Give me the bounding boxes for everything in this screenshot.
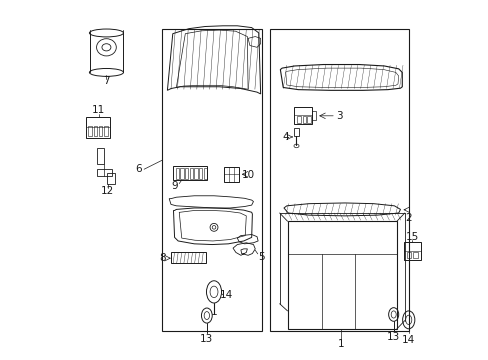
Bar <box>93 126 97 136</box>
Bar <box>406 252 410 258</box>
Text: 13: 13 <box>200 333 213 343</box>
Bar <box>99 126 102 136</box>
Text: 1: 1 <box>337 339 344 349</box>
Bar <box>97 169 112 176</box>
Bar <box>223 167 238 182</box>
Bar <box>293 129 299 135</box>
Text: 5: 5 <box>258 252 264 262</box>
Text: 11: 11 <box>92 105 105 115</box>
Bar <box>302 116 305 123</box>
Bar <box>306 116 310 123</box>
Bar <box>194 168 197 179</box>
Text: 2: 2 <box>405 213 411 222</box>
Bar <box>311 111 315 120</box>
Bar <box>403 242 421 260</box>
Bar <box>293 107 311 124</box>
Bar <box>175 168 179 179</box>
Text: 3: 3 <box>336 111 342 121</box>
Bar <box>199 168 202 179</box>
Bar <box>412 252 417 258</box>
Text: 14: 14 <box>401 334 414 345</box>
Bar <box>184 168 188 179</box>
Text: 6: 6 <box>135 164 142 174</box>
Bar <box>287 221 396 329</box>
Bar <box>180 168 183 179</box>
Text: 8: 8 <box>159 253 166 263</box>
Bar <box>104 126 108 136</box>
Bar <box>203 168 206 179</box>
Bar <box>97 148 104 164</box>
Text: 7: 7 <box>103 76 109 86</box>
Bar <box>297 116 300 123</box>
Text: 15: 15 <box>405 232 418 242</box>
Text: 12: 12 <box>101 186 114 197</box>
Bar <box>88 126 92 136</box>
Bar <box>172 166 206 180</box>
Bar <box>171 252 206 263</box>
Text: 14: 14 <box>220 291 233 301</box>
Bar <box>162 30 262 330</box>
Text: 4: 4 <box>282 132 288 142</box>
Text: 13: 13 <box>386 332 400 342</box>
Bar <box>86 117 110 138</box>
Bar <box>106 173 115 184</box>
Bar <box>269 30 408 330</box>
Text: 10: 10 <box>241 170 254 180</box>
Bar <box>189 168 192 179</box>
Text: 9: 9 <box>171 181 178 191</box>
